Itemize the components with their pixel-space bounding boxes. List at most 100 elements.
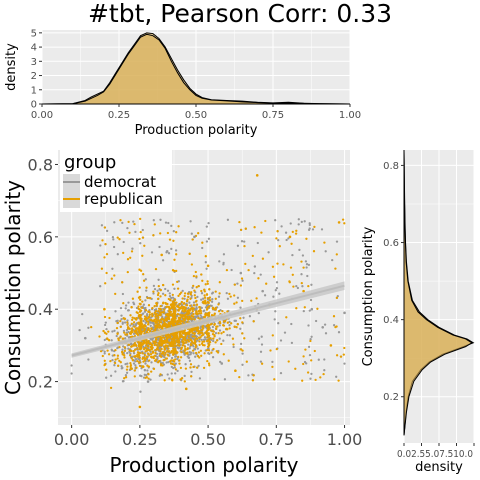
republican-point [129, 365, 132, 369]
republican-point [150, 348, 153, 351]
republican-point [121, 281, 124, 284]
republican-point [139, 269, 143, 272]
republican-point [181, 297, 184, 300]
democrat-point [103, 323, 107, 327]
republican-point [148, 359, 151, 362]
republican-point [183, 380, 186, 383]
republican-point [255, 174, 259, 177]
democrat-point [291, 253, 294, 257]
republican-point [218, 292, 221, 295]
republican-point [312, 250, 316, 253]
democrat-point [113, 329, 116, 332]
top-y-tick-label: 0 [31, 100, 37, 111]
democrat-point [111, 330, 114, 333]
republican-point [244, 262, 247, 266]
democrat-point [308, 222, 311, 225]
republican-point [164, 322, 167, 326]
democrat-point [176, 369, 179, 373]
republican-point [142, 342, 145, 345]
democrat-point [139, 374, 142, 377]
republican-point [190, 314, 193, 317]
right-density-panel: 0.02.55.07.510.0 0.2 0.4 0.6 0.8 density Consu… [361, 149, 475, 475]
republican-point [157, 342, 160, 345]
republican-point [271, 365, 274, 369]
republican-point [231, 337, 235, 340]
republican-point [198, 312, 201, 315]
republican-point [144, 357, 147, 360]
republican-point [212, 337, 215, 340]
republican-point [200, 273, 203, 276]
democrat-point [336, 294, 339, 298]
democrat-point [116, 346, 119, 350]
democrat-point [127, 301, 130, 304]
democrat-point [144, 299, 147, 302]
republican-point [122, 251, 125, 255]
republican-point [204, 299, 207, 302]
democrat-point [300, 220, 303, 224]
republican-point [137, 329, 141, 333]
democrat-point [308, 353, 312, 357]
democrat-point [200, 292, 204, 295]
democrat-point [148, 308, 151, 312]
republican-point [150, 370, 153, 373]
republican-point [130, 367, 133, 370]
democrat-point [248, 315, 252, 318]
democrat-point [139, 390, 142, 393]
democrat-point [121, 221, 124, 225]
democrat-point [163, 356, 166, 359]
republican-point [275, 237, 278, 240]
republican-point [176, 331, 179, 335]
republican-point [138, 286, 141, 289]
republican-point [189, 293, 192, 296]
republican-point [174, 351, 178, 354]
democrat-point [172, 230, 175, 233]
republican-point [138, 331, 141, 335]
democrat-point [167, 360, 170, 364]
republican-point [131, 318, 134, 322]
republican-point [154, 315, 157, 318]
republican-point [239, 228, 243, 232]
democrat-point [188, 347, 191, 350]
republican-point [152, 290, 155, 293]
democrat-point [124, 307, 127, 310]
republican-point [335, 325, 338, 328]
democrat-point [317, 358, 320, 361]
top-x-tick-label: 0.50 [185, 110, 207, 121]
republican-point [163, 379, 166, 382]
democrat-point [170, 224, 173, 228]
republican-point [213, 312, 216, 315]
democrat-point [308, 223, 311, 227]
republican-point [147, 377, 150, 380]
democrat-point [183, 297, 186, 300]
republican-point [187, 336, 190, 339]
republican-point [190, 307, 194, 310]
republican-point [181, 320, 184, 323]
democrat-point [236, 244, 240, 247]
republican-point [164, 294, 167, 297]
republican-point [183, 332, 187, 335]
democrat-point [141, 228, 144, 232]
democrat-point [152, 323, 155, 326]
republican-point [184, 339, 187, 342]
republican-point [172, 351, 175, 354]
right-x-tick-labels: 0.02.55.07.510.0 [397, 449, 473, 460]
republican-point [194, 270, 197, 274]
republican-point [135, 317, 138, 320]
democrat-point [194, 355, 197, 358]
democrat-point [201, 246, 204, 250]
democrat-point [202, 338, 206, 341]
republican-point [241, 299, 244, 303]
republican-point [192, 365, 195, 369]
republican-point [161, 283, 165, 287]
republican-point [204, 283, 207, 286]
democrat-point [199, 327, 202, 330]
republican-point [171, 343, 175, 346]
democrat-point [104, 321, 107, 324]
republican-point [205, 308, 209, 311]
scatter-y-tick-label: 0.8 [28, 155, 53, 174]
republican-point [144, 308, 148, 312]
democrat-point [290, 341, 294, 345]
democrat-point [259, 273, 262, 276]
republican-point [173, 258, 176, 261]
democrat-point [131, 247, 134, 250]
